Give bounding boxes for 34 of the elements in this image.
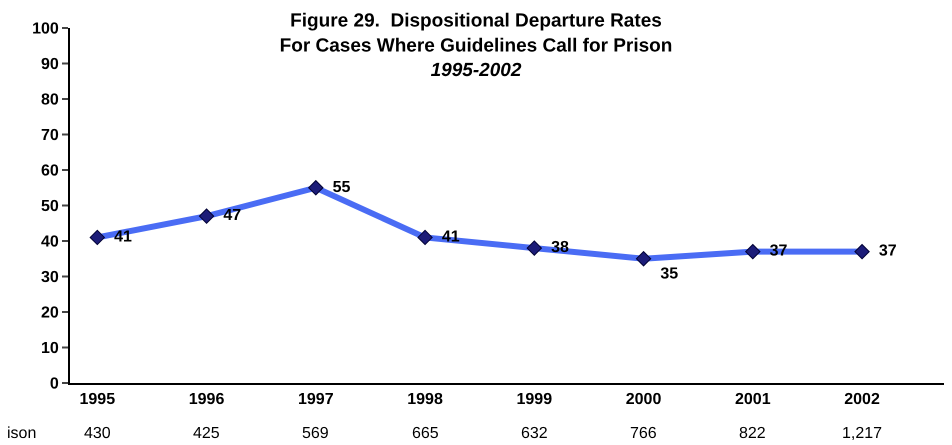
text: ison bbox=[7, 425, 36, 442]
text: 632 bbox=[521, 425, 548, 442]
x-tick-label: 1997 bbox=[298, 391, 334, 408]
y-tick-label: 70 bbox=[41, 127, 59, 144]
text: 766 bbox=[630, 425, 657, 442]
x-tick-label: 2002 bbox=[844, 391, 880, 408]
text: 430 bbox=[84, 425, 111, 442]
x-tick-label: 1996 bbox=[188, 391, 224, 408]
y-tick-label: 90 bbox=[41, 56, 59, 74]
x-tick-label: 1999 bbox=[516, 391, 552, 408]
text: 665 bbox=[412, 425, 439, 442]
x-tick-label: 2000 bbox=[626, 391, 662, 408]
y-tick-label: 80 bbox=[41, 92, 59, 109]
y-tick-label: 40 bbox=[41, 234, 59, 251]
x-tick-label: 1995 bbox=[80, 391, 116, 408]
y-tick-label: 30 bbox=[41, 269, 59, 286]
data-label: 37 bbox=[870, 242, 897, 260]
text: 822 bbox=[739, 425, 766, 442]
y-tick-label: 100 bbox=[32, 20, 59, 38]
data-label: 35 bbox=[651, 266, 678, 283]
chart-title: Figure 29. Dispositional Departure Rates For Cases Where Guidelines Call for Prison bbox=[280, 10, 672, 56]
data-label: 47 bbox=[214, 207, 242, 224]
text: 569 bbox=[302, 425, 329, 442]
y-tick-label: 10 bbox=[41, 340, 59, 358]
text: 1,217 bbox=[842, 425, 882, 442]
y-tick-label: 0 bbox=[50, 376, 59, 393]
y-tick-label: 50 bbox=[41, 198, 59, 216]
y-tick-label: 20 bbox=[41, 304, 59, 322]
y-tick-label: 60 bbox=[41, 162, 59, 180]
x-tick-label: 1998 bbox=[407, 391, 443, 408]
x-tick-label: 2001 bbox=[735, 391, 771, 408]
data-label: 55 bbox=[324, 178, 350, 196]
text: 425 bbox=[193, 425, 220, 442]
text: 1995-2002 bbox=[430, 60, 522, 82]
